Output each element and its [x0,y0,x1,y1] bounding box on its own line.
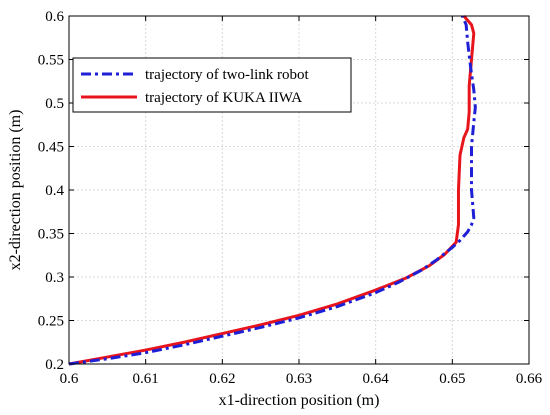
y-tick-label: 0.25 [38,314,64,330]
y-tick-label: 0.5 [45,96,64,112]
plot-frame [68,15,530,365]
y-tick-label: 0.35 [38,227,64,243]
legend-label-kuka: trajectory of KUKA IIWA [145,90,302,106]
y-tick-label: 0.2 [45,357,64,373]
y-tick-label: 0.6 [45,9,64,25]
y-tick-label: 0.4 [45,183,64,199]
x-tick-label: 0.64 [363,371,390,387]
series-group [68,15,477,366]
y-axis-label: x2-direction position (m) [7,110,24,271]
legend: trajectory of two-link robot trajectory … [72,57,352,113]
x-axis-label: x1-direction position (m) [219,392,380,409]
x-tick-label: 0.61 [133,371,159,387]
x-tick-label: 0.6 [60,371,79,387]
x-tick-label: 0.63 [286,371,312,387]
y-tick-label: 0.55 [38,53,64,69]
x-tick-label: 0.65 [439,371,465,387]
y-tick-label: 0.3 [45,270,64,286]
y-tick-label: 0.45 [38,140,64,156]
legend-label-two-link: trajectory of two-link robot [145,67,310,83]
ticks: 0.6 0.61 0.62 0.63 0.64 0.65 0.66 0.2 0.25 0.3 0.3… [38,9,543,387]
x-tick-label: 0.66 [516,371,543,387]
series-two-link-line [68,15,477,366]
x-tick-label: 0.62 [209,371,235,387]
legend-box [72,57,352,113]
